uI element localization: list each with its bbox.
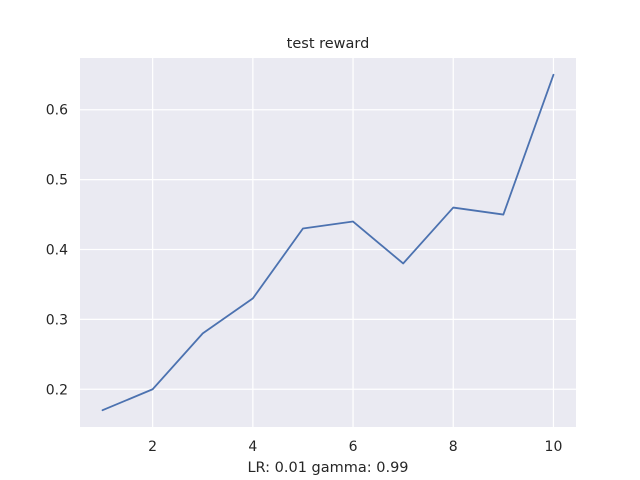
x-tick-label: 8 [449,439,458,455]
x-tick-label: 4 [248,439,257,455]
grid [80,58,576,427]
x-tick-label: 2 [148,439,157,455]
y-tick-label: 0.5 [46,173,68,189]
tick-labels: 2 4 6 8 10 0.2 0.3 0.4 0.5 0.6 [46,103,563,455]
chart-title: test reward [287,36,370,52]
y-tick-label: 0.2 [46,382,68,398]
x-axis-label: LR: 0.01 gamma: 0.99 [247,460,408,476]
series-line [101,73,555,412]
x-tick-label: 6 [349,439,358,455]
plot-area [80,58,576,427]
series-layer [101,73,555,412]
y-tick-label: 0.6 [46,103,68,119]
y-tick-label: 0.4 [46,242,68,258]
y-tick-label: 0.3 [46,312,68,328]
x-tick-label: 10 [545,439,563,455]
